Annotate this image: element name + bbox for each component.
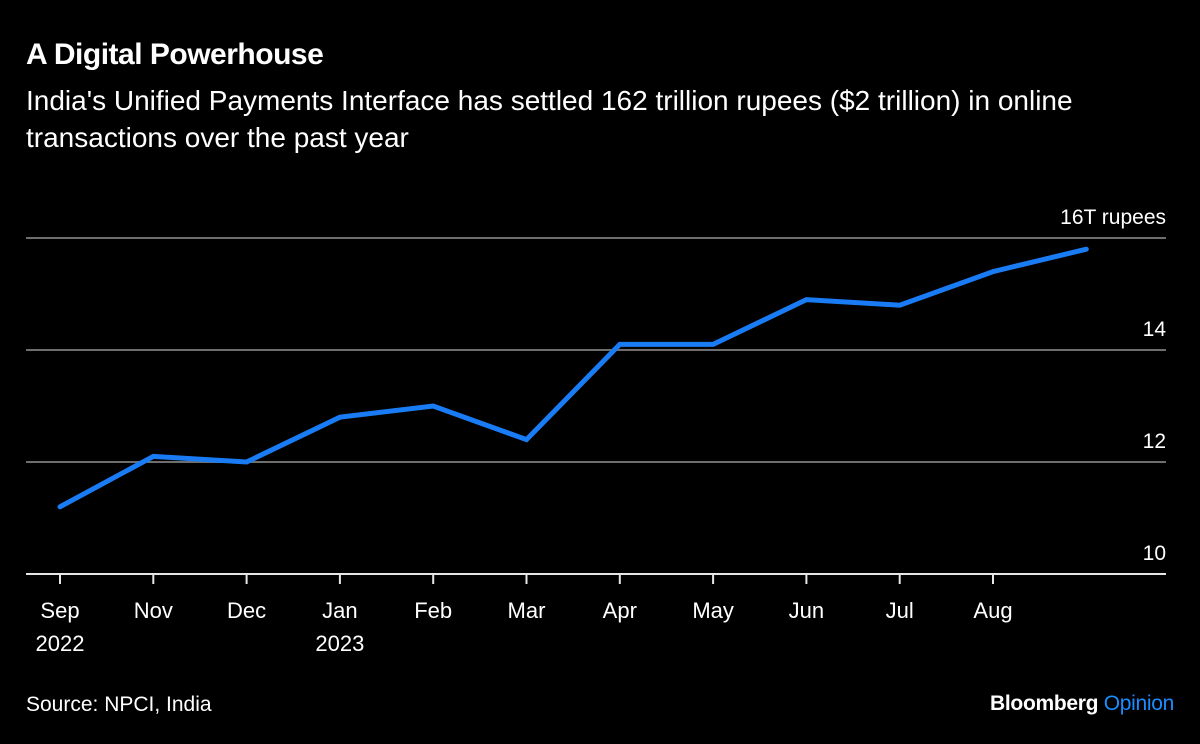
x-tick-label: Jan (322, 598, 357, 623)
source-note: Source: NPCI, India (26, 693, 212, 716)
y-tick-label: 10 (1143, 542, 1166, 565)
x-tick-label-year: 2023 (315, 631, 364, 656)
x-tick-label: Jun (789, 598, 824, 623)
y-axis-labels: 10 12 14 16T rupees (1060, 206, 1166, 565)
x-tick-label: Dec (227, 598, 266, 623)
series-group (57, 246, 1089, 510)
brand-accent: Opinion (1103, 692, 1175, 715)
y-tick-label: 16T rupees (1060, 206, 1166, 229)
series-line (57, 246, 1089, 510)
brand-main: Bloomberg (990, 692, 1099, 715)
x-axis: Sep 2022 Nov Dec Jan 2023 Feb Mar Apr May Jun Jul Au… (26, 573, 1166, 656)
chart-title: A Digital Powerhouse (26, 38, 324, 71)
x-tick-label: Aug (973, 598, 1012, 623)
y-tick-label: 12 (1143, 430, 1166, 453)
x-tick-label: Feb (414, 598, 452, 623)
chart-subtitle: India's Unified Payments Interface has s… (26, 85, 1073, 153)
x-tick-label: Mar (508, 598, 546, 623)
x-tick-label: Jul (886, 598, 914, 623)
x-tick-label: Apr (603, 598, 637, 623)
x-tick-label: Sep (40, 598, 79, 623)
brand-logo: Bloomberg Opinion (990, 692, 1174, 716)
y-tick-label: 14 (1143, 318, 1167, 341)
x-tick-label: Nov (134, 598, 173, 623)
x-tick-label: May (692, 598, 734, 623)
x-tick-label-year: 2022 (36, 631, 85, 656)
